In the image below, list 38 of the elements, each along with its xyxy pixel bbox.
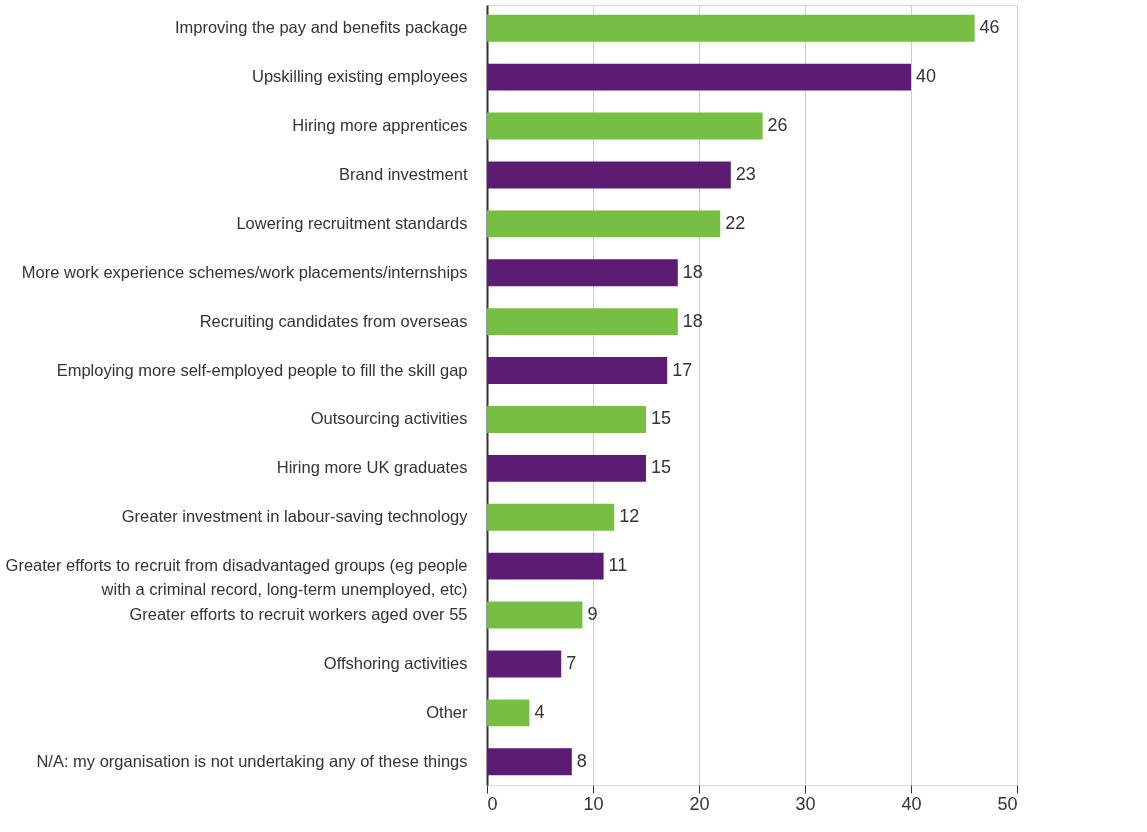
y-tick-label: Employing more self-employed people to fill the skill gap (56, 360, 468, 379)
y-tick-label: Brand investment (339, 164, 468, 183)
data-label: 18 (682, 310, 703, 331)
data-label: 46 (979, 17, 1000, 38)
y-tick-label: Hiring more apprentices (292, 116, 468, 135)
x-tick-label: 50 (997, 793, 1018, 814)
data-label: 22 (725, 212, 746, 233)
y-tick-label: Lowering recruitment standards (236, 213, 468, 232)
y-tick-label: More work experience schemes/work placements/internships (21, 262, 468, 281)
data-label: 4 (534, 701, 545, 722)
data-label: 11 (608, 555, 628, 576)
data-label: 12 (619, 506, 640, 527)
y-tick-label: Offshoring activities (323, 653, 468, 672)
x-tick-label: 40 (901, 793, 922, 814)
x-tick-label: 30 (795, 793, 816, 814)
y-tick-label: Recruiting candidates from overseas (199, 311, 468, 330)
x-tick-label: 20 (689, 793, 710, 814)
data-label: 18 (682, 261, 703, 282)
y-tick-label: Hiring more UK graduates (276, 458, 468, 477)
data-label: 26 (767, 115, 788, 136)
data-label: 9 (587, 604, 598, 625)
y-tick-label: N/A: my organisation is not undertaking any of these things (36, 751, 468, 770)
data-label: 40 (916, 66, 937, 87)
y-tick-label: Upskilling existing employees (251, 67, 468, 86)
data-label: 15 (651, 457, 672, 478)
data-label: 23 (735, 163, 756, 184)
data-label: 15 (651, 408, 672, 429)
x-tick-label: 10 (583, 793, 604, 814)
data-label: 8 (576, 750, 587, 771)
y-tick-label: Outsourcing activities (310, 409, 468, 428)
x-tick-label: 0 (487, 793, 498, 814)
y-tick-label: Greater investment in labour-saving technology (121, 507, 469, 526)
data-label: 17 (672, 359, 693, 380)
data-label: 7 (566, 652, 577, 673)
y-tick-label: Greater efforts to recruit from disadvantaged groups (eg people with a criminal record, long-term unemployed, etc) (5, 556, 468, 599)
y-tick-label: Improving the pay and benefits package (174, 18, 468, 37)
y-tick-label: Greater efforts to recruit workers aged over 55 (129, 605, 468, 624)
y-tick-label: Other (426, 702, 468, 721)
